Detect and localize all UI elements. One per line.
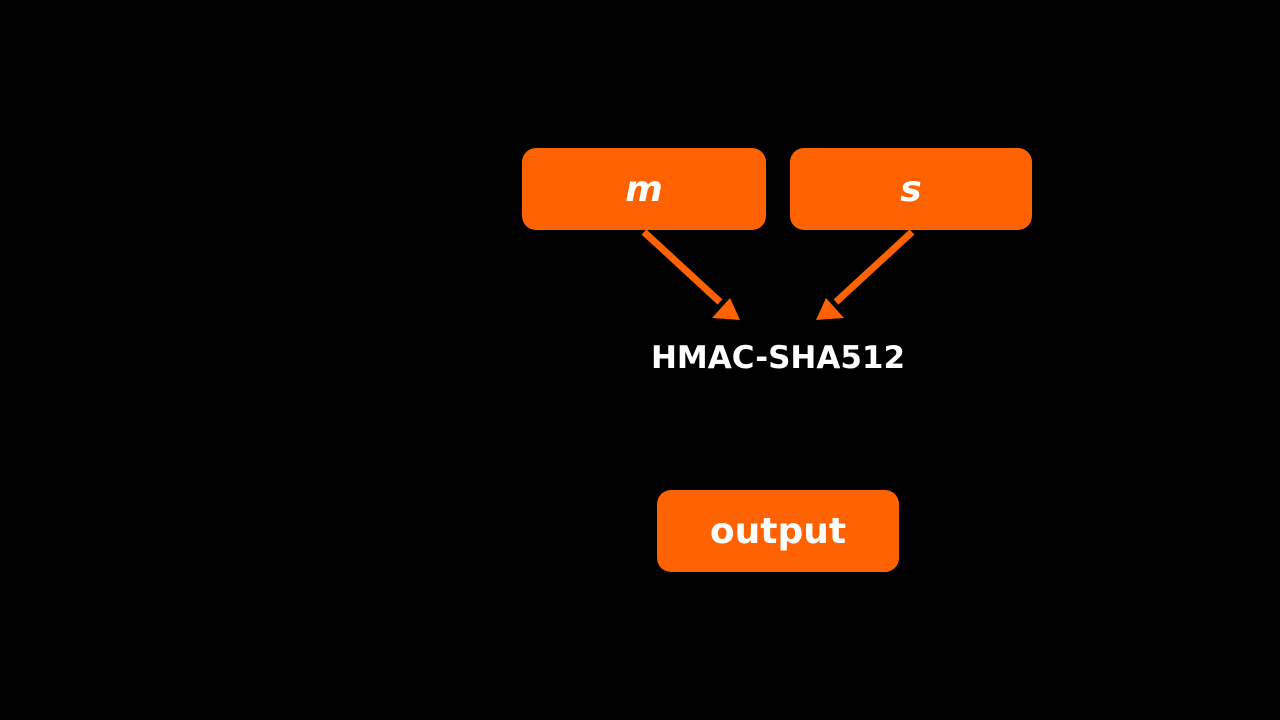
arrow-m-to-hmac xyxy=(641,229,740,320)
output-label: output xyxy=(709,510,847,552)
hmac-function-label: HMAC-SHA512 xyxy=(650,340,906,376)
arrow-s-to-hmac xyxy=(816,229,915,320)
input-box-m: m xyxy=(522,148,766,230)
input-label-s: s xyxy=(900,168,922,210)
input-box-s: s xyxy=(790,148,1032,230)
input-label-m: m xyxy=(625,168,663,210)
output-box: output xyxy=(657,490,899,572)
